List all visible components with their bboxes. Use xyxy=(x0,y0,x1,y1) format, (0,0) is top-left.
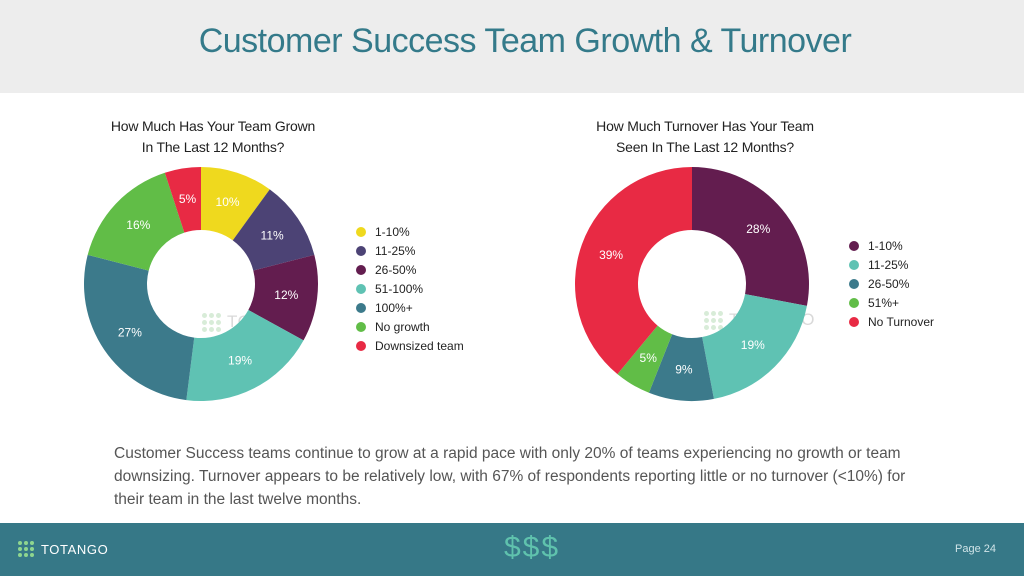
donut-charts: 10% 11% 12% 19% 27% 16% 5% 28% 19% 9% 5% 39% xyxy=(84,167,809,401)
donut-label-turnover-3: 5% xyxy=(640,351,658,365)
legend-label: 51%+ xyxy=(868,295,900,310)
legend-label: 11-25% xyxy=(375,243,416,258)
legend-item-turnover-1: 11-25% xyxy=(849,255,934,274)
donut-label-growth-1: 11% xyxy=(261,229,284,243)
legend-item-growth-5: No growth xyxy=(356,317,464,336)
donut-slice-turnover-3 xyxy=(617,325,673,393)
totango-logo-icon xyxy=(202,312,221,332)
chart-title-turnover-line1: How Much Turnover Has Your Team xyxy=(596,118,814,134)
donut-label-growth-5: 16% xyxy=(126,218,150,232)
legend-label: 26-50% xyxy=(868,276,910,291)
legend-dot-icon xyxy=(849,240,859,251)
donut-label-turnover-4: 39% xyxy=(599,248,623,262)
dollar-signs-icon: $$$ xyxy=(504,531,561,564)
legend-dot-icon xyxy=(356,302,366,313)
totango-logo-icon xyxy=(704,310,723,330)
legend-dot-icon xyxy=(849,278,859,289)
donut-slice-growth-4 xyxy=(84,254,195,401)
legend-item-turnover-3: 51%+ xyxy=(849,293,934,312)
legend-item-growth-3: 51-100% xyxy=(356,279,464,298)
legend-label: Downsized team xyxy=(375,338,464,353)
legend-dot-icon xyxy=(356,340,366,351)
legend-dot-icon xyxy=(849,316,859,327)
donut-label-growth-0: 10% xyxy=(216,195,240,209)
legend-label: 11-25% xyxy=(868,257,909,272)
legend-dot-icon xyxy=(356,245,366,256)
donut-label-growth-6: 5% xyxy=(179,192,197,206)
legend-label: 26-50% xyxy=(375,262,417,277)
legend-item-growth-0: 1-10% xyxy=(356,222,464,241)
legend-item-growth-4: 100%+ xyxy=(356,298,464,317)
footer-logo[interactable]: TOTANGO xyxy=(18,541,108,557)
totango-logo-icon xyxy=(18,541,34,557)
legend-dot-icon xyxy=(356,321,366,332)
legend-dot-icon xyxy=(849,297,859,308)
donut-slice-turnover-4 xyxy=(575,167,692,375)
donut-label-growth-2: 12% xyxy=(274,288,298,302)
legend-label: 1-10% xyxy=(868,238,903,253)
legend-item-growth-6: Downsized team xyxy=(356,336,464,355)
legend-label: No Turnover xyxy=(868,314,935,329)
legend-item-turnover-2: 26-50% xyxy=(849,274,934,293)
chart-title-growth-line2: In The Last 12 Months? xyxy=(141,139,285,155)
legend-dot-icon xyxy=(356,264,366,275)
header-bar: Customer Success Team Growth & Turnover xyxy=(0,0,1024,93)
summary-text: Customer Success teams continue to grow … xyxy=(114,445,906,508)
donut-slice-growth-2 xyxy=(248,254,318,341)
legend-item-turnover-0: 1-10% xyxy=(849,236,934,255)
legend-dot-icon xyxy=(356,283,366,294)
donut-label-growth-4: 27% xyxy=(118,325,142,339)
legend-growth: 1-10% 11-25% 26-50% 51-100% 100%+ No growth Do… xyxy=(356,222,464,355)
donut-label-growth-3: 19% xyxy=(228,354,252,368)
legend-dot-icon xyxy=(849,259,859,270)
chart-title-turnover-line2: Seen In The Last 12 Months? xyxy=(615,139,795,155)
legend-item-growth-1: 11-25% xyxy=(356,241,464,260)
donut-slice-turnover-2 xyxy=(648,334,714,401)
donut-slice-growth-6 xyxy=(164,167,201,233)
legend-label: No growth xyxy=(375,319,430,334)
donut-label-turnover-2: 9% xyxy=(675,363,693,377)
chart-title-growth-line1: How Much Has Your Team Grown xyxy=(110,118,316,134)
footer-bar: TOTANGO $$$ Page 24 xyxy=(0,523,1024,576)
page-title: Customer Success Team Growth & Turnover xyxy=(198,22,852,60)
legend-turnover: 1-10% 11-25% 26-50% 51%+ No Turnover xyxy=(849,236,934,331)
donut-label-turnover-1: 19% xyxy=(741,338,765,352)
legend-item-growth-2: 26-50% xyxy=(356,260,464,279)
legend-dot-icon xyxy=(356,226,366,237)
donut-slice-growth-3 xyxy=(186,310,304,401)
donut-slice-growth-0 xyxy=(201,167,270,241)
legend-item-turnover-4: No Turnover xyxy=(849,312,934,331)
legend-label: 100%+ xyxy=(375,300,413,315)
donut-slice-growth-5 xyxy=(87,172,185,271)
donut-slice-turnover-1 xyxy=(702,294,807,399)
legend-label: 51-100% xyxy=(375,281,424,296)
chart-title-turnover: How Much Turnover Has Your Team Seen In … xyxy=(566,116,844,158)
donut-slice-growth-1 xyxy=(232,189,315,271)
chart-title-growth: How Much Has Your Team Grown In The Last… xyxy=(82,116,344,158)
footer-logo-text: TOTANGO xyxy=(41,541,109,557)
page-number: Page 24 xyxy=(955,543,996,555)
legend-label: 1-10% xyxy=(375,224,410,239)
donut-slice-turnover-0 xyxy=(692,167,809,306)
donut-label-turnover-0: 28% xyxy=(746,222,770,236)
